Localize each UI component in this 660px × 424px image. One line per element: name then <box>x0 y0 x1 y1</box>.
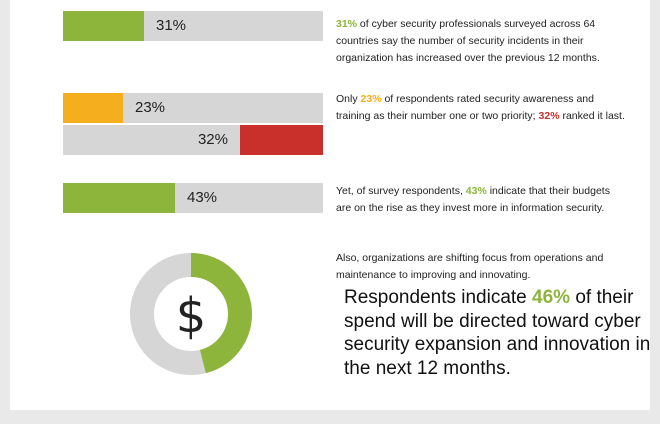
budgets-highlight: 43% <box>465 185 487 197</box>
awareness-paragraph: Only 23% of respondents rated security a… <box>336 91 626 125</box>
bar-track-incidents: 31% <box>63 11 323 41</box>
infographic-card: 31% 23% 32% 43% 31% of cyber security pr… <box>10 0 650 410</box>
spend-highlight: 46% <box>532 287 571 308</box>
spend-statement: Respondents indicate 46% of their spend … <box>344 286 654 380</box>
bar-label-awareness-top-priority: 23% <box>135 99 166 116</box>
incidents-highlight: 31% <box>336 18 358 30</box>
awareness-highlight-last: 32% <box>538 110 560 122</box>
spend-donut-chart: $ <box>130 253 252 375</box>
budgets-text-end: indicate that their budgets are on the r… <box>336 185 610 214</box>
bar-fill-awareness-last <box>240 125 323 155</box>
incidents-paragraph: 31% of cyber security professionals surv… <box>336 16 621 67</box>
awareness-text-end: ranked it last. <box>559 110 625 122</box>
focus-text: Also, organizations are shifting focus f… <box>336 252 604 281</box>
spend-text-start: Respondents indicate <box>344 287 533 308</box>
bar-fill-incidents <box>63 11 144 41</box>
dollar-icon: $ <box>176 288 207 344</box>
spend-text-end: of their spend will be directed toward c… <box>344 287 651 379</box>
incidents-text: of cyber security professionals surveyed… <box>336 18 600 64</box>
awareness-highlight-top: 23% <box>360 93 382 105</box>
bar-label-awareness-last: 32% <box>197 131 228 148</box>
budgets-paragraph: Yet, of survey respondents, 43% indicate… <box>336 183 626 217</box>
bar-track-awareness-top-priority: 23% <box>63 93 323 123</box>
bar-track-budgets: 43% <box>63 183 323 213</box>
bar-track-awareness-last: 32% <box>63 125 323 155</box>
bar-label-budgets: 43% <box>187 189 218 206</box>
awareness-text-middle: of respondents rated security awareness … <box>336 93 594 122</box>
bar-label-incidents: 31% <box>156 17 187 34</box>
donut-spend-slice <box>130 253 252 375</box>
bar-fill-budgets <box>63 183 175 213</box>
focus-paragraph: Also, organizations are shifting focus f… <box>336 250 616 284</box>
budgets-text-start: Yet, of survey respondents, <box>336 185 466 197</box>
awareness-text-start: Only <box>336 93 361 105</box>
bar-fill-awareness-top-priority <box>63 93 123 123</box>
